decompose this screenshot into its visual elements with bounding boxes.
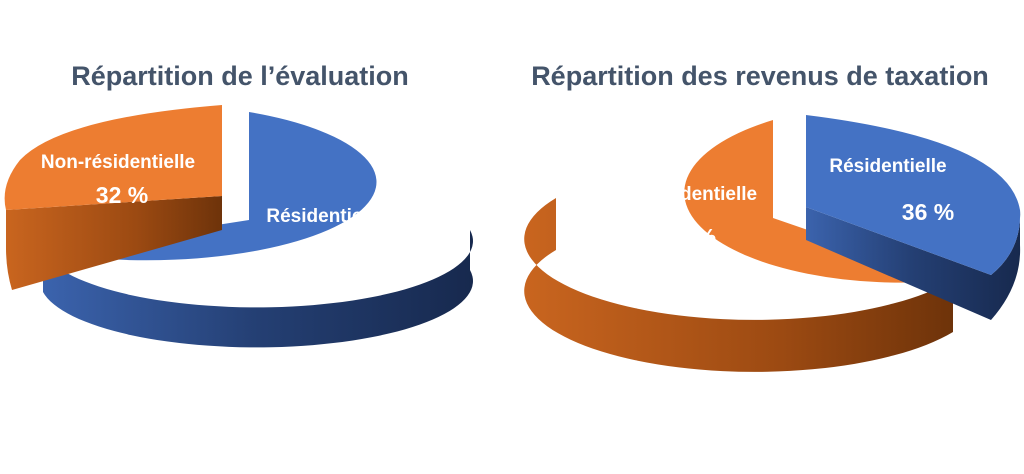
slice-value-non-residential: 32 % [96, 182, 148, 208]
chart-title: Répartition des revenus de taxation [531, 61, 989, 91]
slice-value-non-residential: 64 % [664, 224, 716, 250]
slice-label-non-residential: Non-résidentielle [603, 184, 757, 205]
pie-slice-residential [43, 112, 473, 348]
pie-chart-taxation: Répartition des revenus de taxation Non-… [524, 61, 1021, 372]
slice-side [806, 207, 1021, 320]
pie-slice-non-residential [524, 120, 953, 372]
slice-top [43, 112, 377, 261]
slice-top [684, 120, 953, 283]
pie-slice-non-residential [4, 105, 222, 290]
slice-side [6, 196, 222, 290]
slice-label-residential: Résidentielle [266, 206, 383, 227]
slice-label-residential: Résidentielle [829, 156, 946, 177]
slice-side [524, 198, 953, 372]
slice-side [43, 230, 473, 348]
pie-slice-residential [806, 115, 1021, 320]
pie-chart-evaluation: Répartition de l’évaluation Résidentiell… [4, 61, 473, 348]
slice-value-residential: 36 % [902, 199, 954, 225]
chart-title: Répartition de l’évaluation [71, 61, 409, 91]
slice-value-residential: 68 % [307, 244, 359, 270]
slice-label-non-residential: Non-résidentielle [41, 152, 195, 173]
slice-top [806, 115, 1021, 275]
slice-top [4, 105, 222, 210]
